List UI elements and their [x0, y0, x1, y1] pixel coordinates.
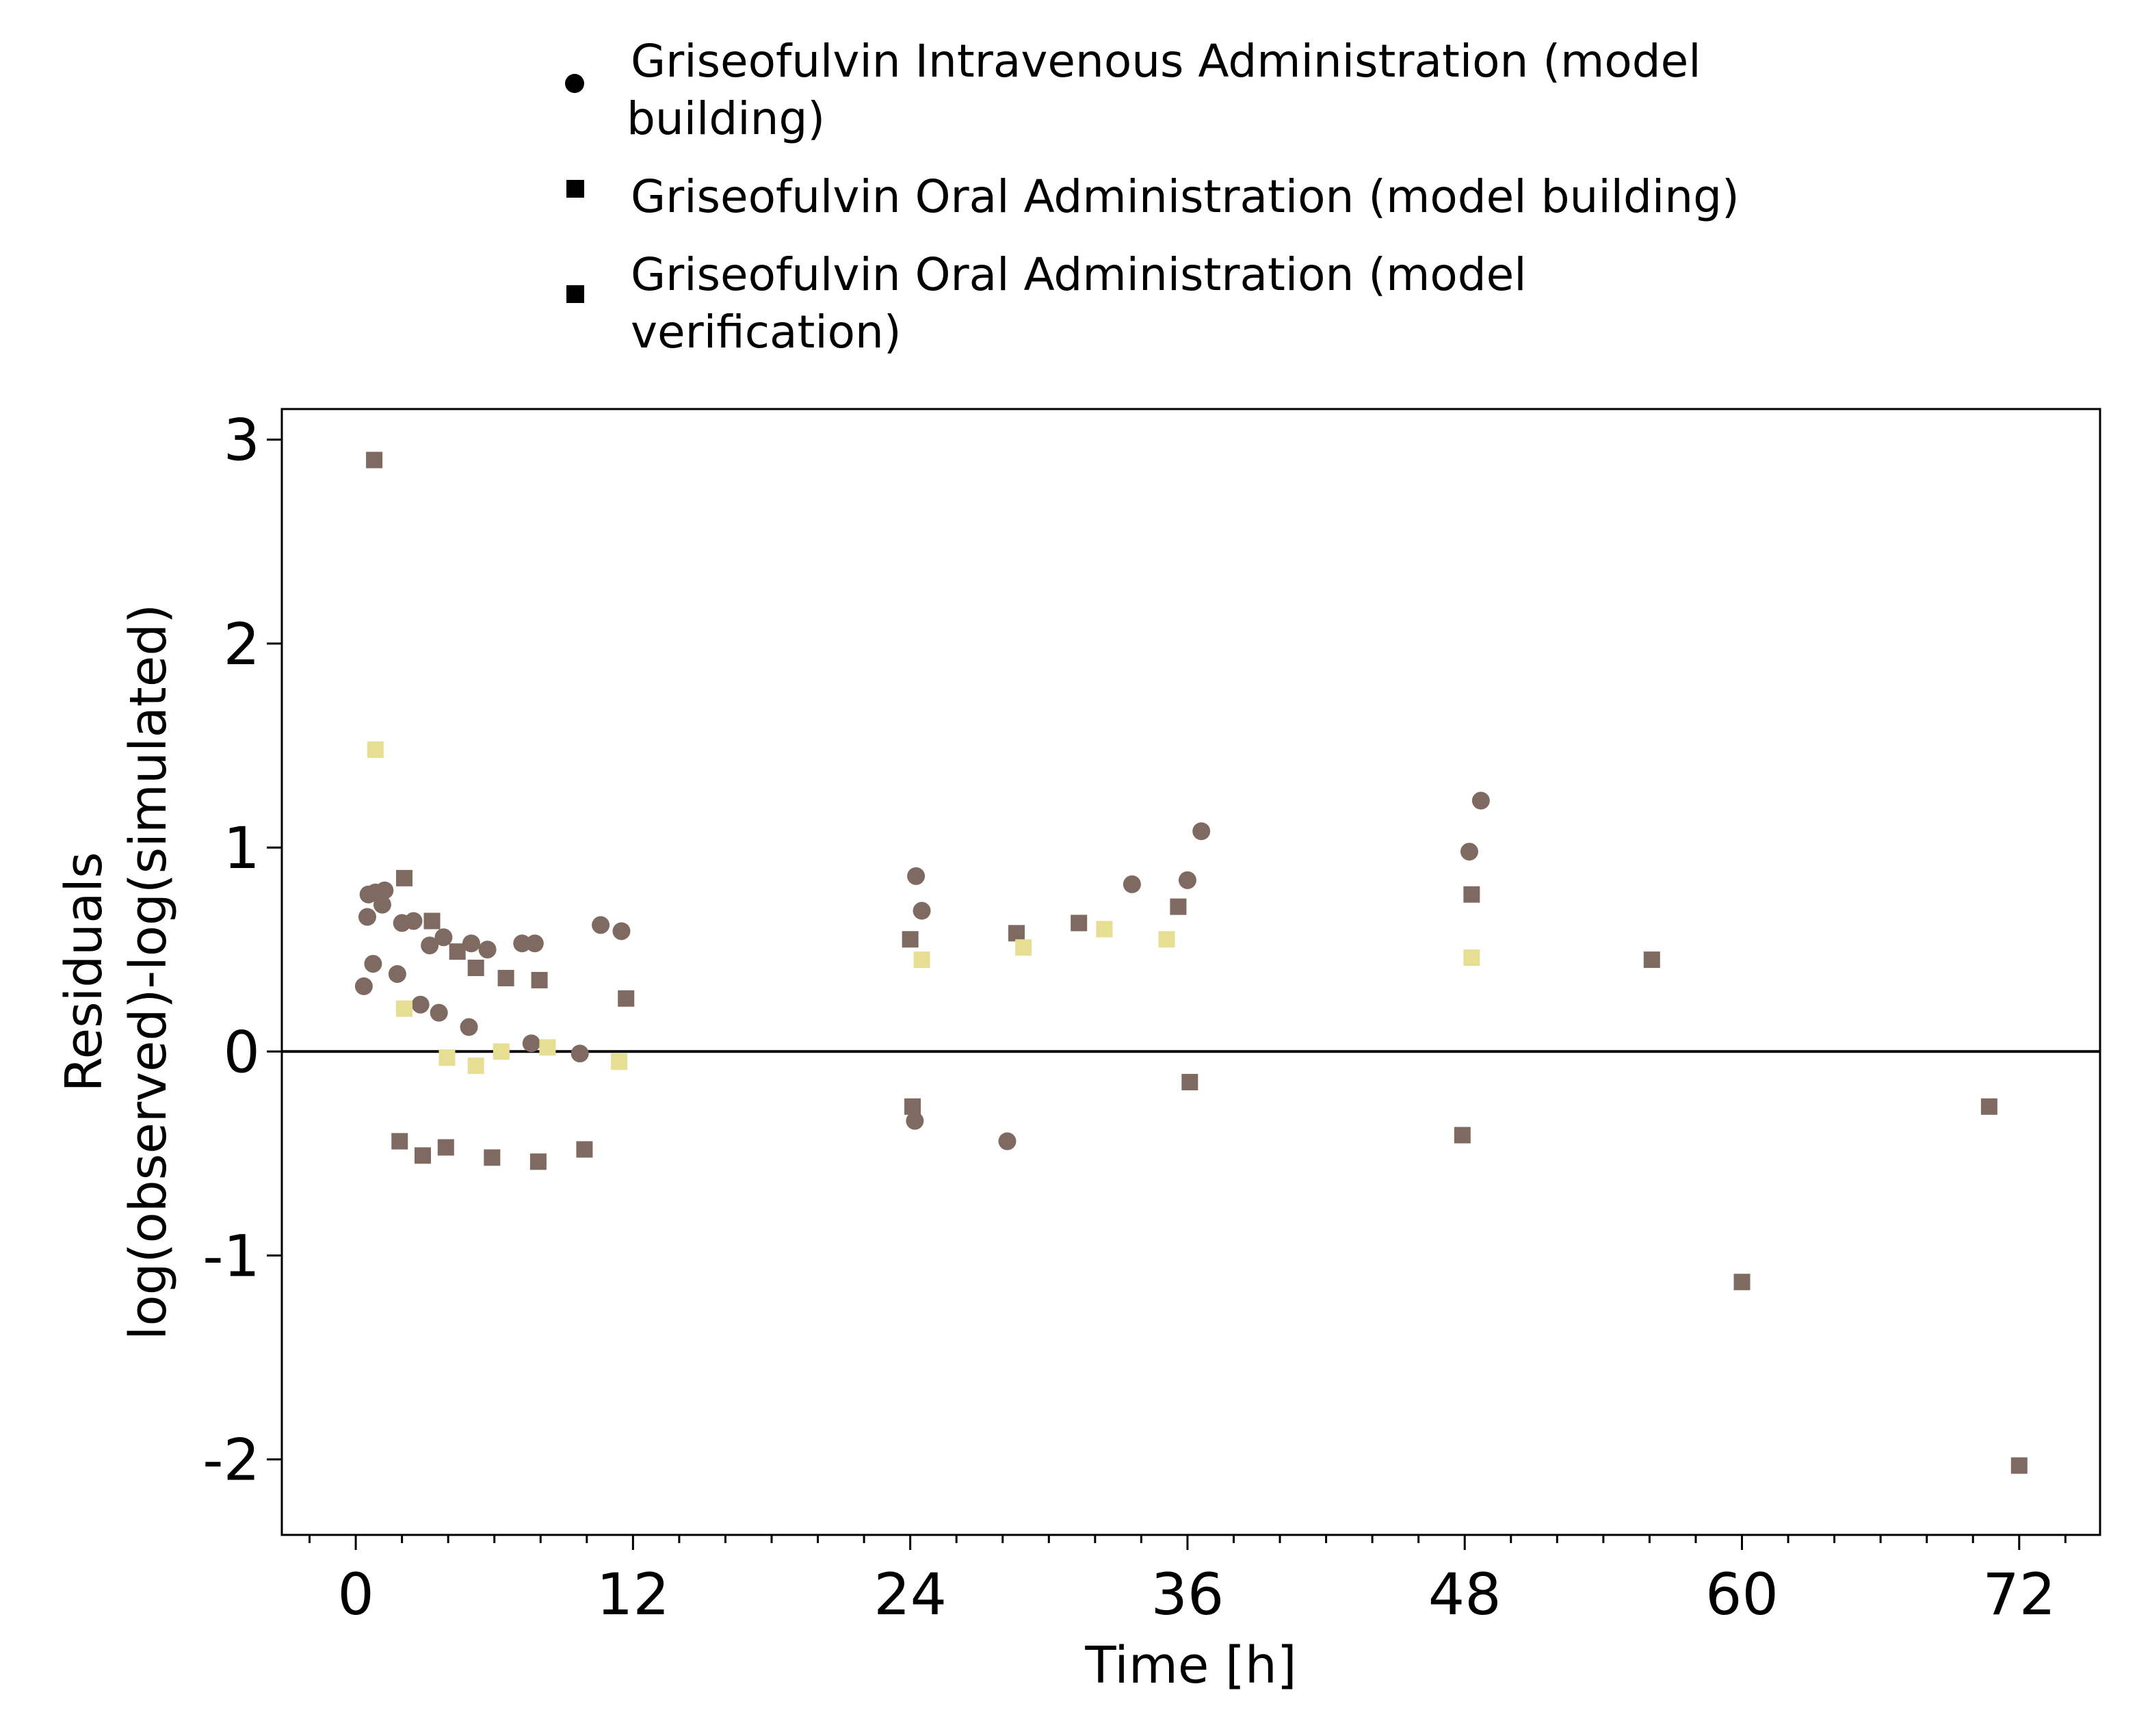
series-1-point [1471, 791, 1490, 810]
x-tick-label: 36 [1151, 1561, 1224, 1628]
series-2-point [1643, 951, 1660, 969]
legend-marker-1 [565, 74, 584, 93]
legend-label-3: Griseofulvin Oral Administration (model [631, 248, 1527, 301]
series-2-point [1463, 886, 1480, 903]
series-3-point [396, 1000, 413, 1017]
legend-label-1: Griseofulvin Intravenous Administration … [631, 35, 1701, 88]
y-tick-label: 0 [224, 1018, 260, 1086]
y-axis-title: Residuals log(observed)-log(simulated) [55, 604, 178, 1340]
legend-label-2: Griseofulvin Oral Administration (model … [631, 170, 1740, 223]
series-3-point [539, 1039, 556, 1056]
series-3-point [493, 1043, 510, 1060]
series-2-point [437, 1139, 454, 1156]
y-tick-label: 3 [224, 407, 260, 474]
x-tick-label: 72 [1982, 1561, 2056, 1628]
series-1-point [462, 934, 480, 953]
series-1-point [430, 1003, 448, 1022]
series-2-point [396, 869, 413, 886]
series-2-point [449, 943, 466, 960]
series-2-point [529, 1153, 547, 1170]
series-2-point [576, 1141, 593, 1158]
y-tick-label: 2 [224, 611, 260, 678]
series-3-point [367, 741, 384, 758]
series-3-point [1096, 921, 1113, 938]
data-points [354, 451, 2028, 1474]
series-1-point [592, 916, 610, 934]
series-2-point [1008, 925, 1025, 942]
series-1-point [478, 941, 497, 959]
series-2-point [618, 990, 635, 1007]
y-axis-title-line: Residuals [55, 852, 114, 1092]
series-1-point [522, 1034, 540, 1053]
series-2-point [2010, 1457, 2028, 1474]
series-1-point [388, 964, 406, 983]
y-tick-label: 1 [224, 815, 260, 882]
series-2-point [415, 1147, 432, 1164]
series-2-point [531, 971, 548, 988]
series-1-point [907, 867, 926, 885]
legend-label-1: building) [627, 92, 825, 145]
x-tick-label: 60 [1705, 1561, 1779, 1628]
series-2-point [1170, 898, 1187, 915]
series-1-point [513, 934, 532, 953]
series-2-point [1071, 915, 1088, 932]
x-axis-title: Time [h] [1084, 1636, 1296, 1695]
series-3-point [913, 951, 930, 969]
series-2-point [391, 1133, 408, 1150]
series-1-point [906, 1112, 924, 1130]
series-2-point [1980, 1098, 1997, 1115]
series-1-point [1123, 875, 1141, 893]
series-2-point [1454, 1127, 1471, 1144]
series-2-point [497, 969, 514, 986]
legend-marker-3 [566, 285, 584, 303]
series-1-point [411, 995, 430, 1014]
series-3-point [1158, 931, 1175, 948]
series-3-point [438, 1049, 456, 1066]
series-1-point [1178, 871, 1196, 889]
series-1-point [404, 912, 423, 930]
series-2-point [1733, 1274, 1751, 1291]
series-2-point [902, 931, 919, 948]
x-tick-label: 12 [596, 1561, 670, 1628]
series-1-point [358, 908, 376, 926]
y-tick-label: -1 [202, 1222, 260, 1289]
x-tick-label: 24 [874, 1561, 947, 1628]
x-tick-label: 0 [337, 1561, 373, 1628]
x-tick-label: 48 [1428, 1561, 1502, 1628]
legend-marker-2 [566, 180, 584, 198]
series-3-point [1015, 939, 1032, 956]
series-2-point [467, 960, 484, 977]
series-1-point [1192, 822, 1211, 841]
series-1-point [354, 977, 373, 995]
series-1-point [460, 1018, 478, 1036]
series-1-point [998, 1132, 1017, 1150]
series-3-point [1463, 949, 1480, 966]
x-axis-ticks: 0 12 24 36 48 60 72 [309, 1535, 2067, 1628]
series-1-point [364, 955, 382, 973]
legend: Griseofulvin Intravenous Administration … [565, 35, 1740, 358]
series-2-point [423, 912, 441, 930]
series-1-point [913, 902, 931, 920]
legend-label-3: verification) [631, 306, 902, 358]
series-1-point [434, 928, 453, 947]
series-1-point [612, 922, 631, 941]
series-1-point [421, 936, 439, 955]
series-2-point [1181, 1074, 1198, 1091]
series-2-point [484, 1149, 501, 1166]
series-2-point [904, 1098, 921, 1115]
series-1-point [525, 934, 544, 953]
series-3-point [611, 1053, 628, 1070]
y-axis-ticks: -2 -1 0 1 2 3 [202, 407, 282, 1494]
series-2-point [366, 451, 383, 469]
series-1-point [571, 1044, 589, 1063]
series-1-point [1460, 843, 1478, 861]
series-3-point [467, 1057, 484, 1075]
y-tick-label: -2 [202, 1427, 260, 1494]
series-1-point [376, 881, 394, 899]
series-1-point [373, 895, 391, 914]
plot-frame [280, 408, 2101, 1536]
y-axis-title-line: log(observed)-log(simulated) [119, 604, 178, 1340]
